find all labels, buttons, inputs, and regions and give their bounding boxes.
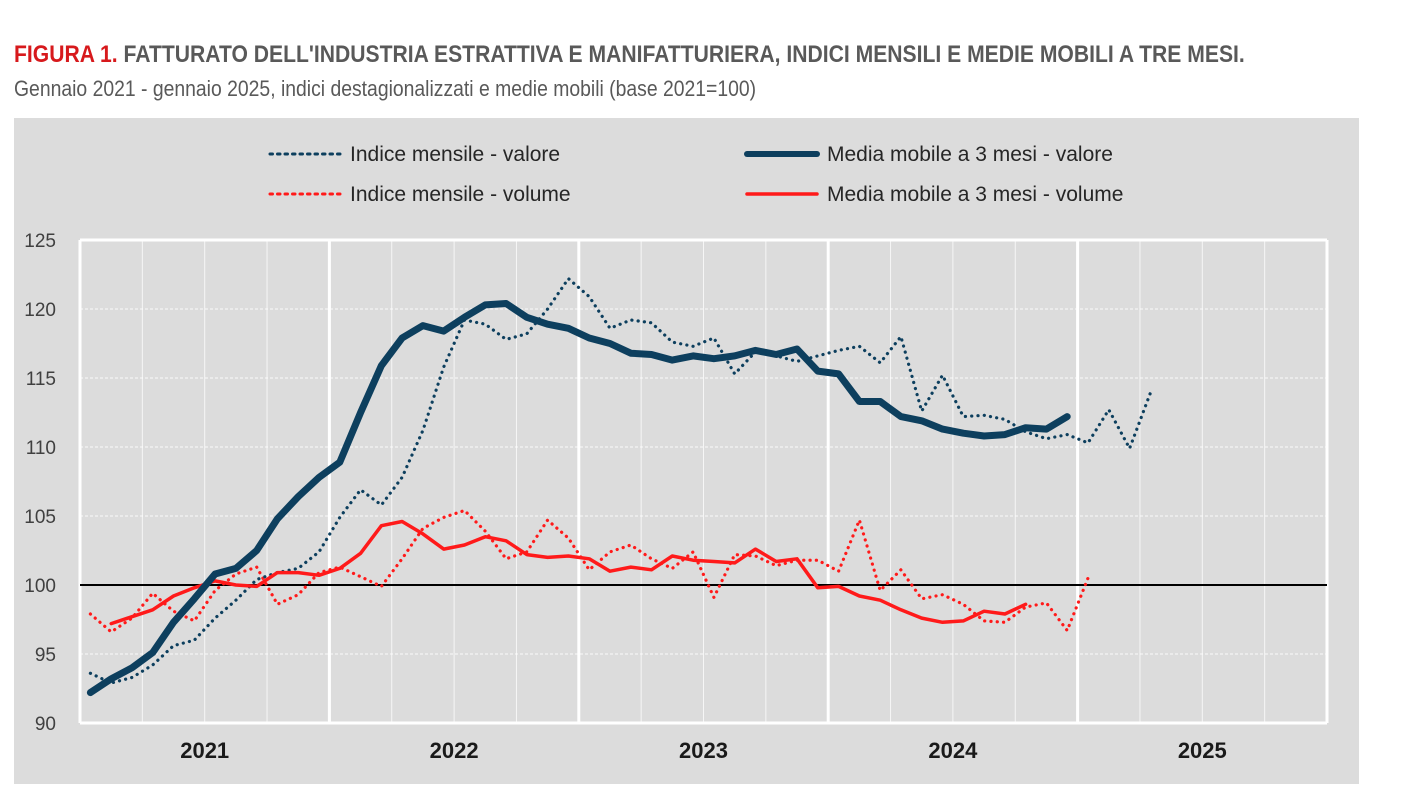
series-line-indice-mensile-volume [88,508,1090,634]
y-tick-label: 95 [35,645,56,666]
legend-label-valore-monthly: Indice mensile - valore [350,143,560,166]
legend-label-volume-monthly: Indice mensile - volume [350,183,571,206]
legend: Indice mensile - valore Media mobile a 3… [268,143,1123,206]
y-tick-label: 115 [26,369,56,390]
subtitle: Gennaio 2021 - gennaio 2025, indici dest… [14,76,757,101]
x-tick-label: 2022 [430,738,479,763]
series-line-media-mobile-a-3-mesi-volume [109,519,1028,626]
series-line-indice-mensile-valore [88,276,1152,685]
plot-area: 90 95 100 105 110 115 120 125 2021 2022 2023 2024 20… [24,231,1329,763]
x-tick-label: 2023 [679,738,728,763]
legend-label-valore-ma: Media mobile a 3 mesi - valore [827,143,1113,166]
y-tick-label: 90 [35,714,56,735]
figure-label: FIGURA 1. [14,41,118,68]
y-tick-label: 100 [24,576,56,597]
x-tick-label: 2024 [928,738,978,763]
y-tick-label: 105 [24,507,56,528]
legend-label-volume-ma: Media mobile a 3 mesi - volume [827,183,1123,206]
y-tick-label: 125 [24,231,56,252]
figure-title: FIGURA 1. FATTURATO DELL'INDUSTRIA ESTRA… [14,38,1246,106]
x-tick-label: 2021 [180,738,229,763]
y-tick-label: 120 [24,300,56,321]
chart-panel: Indice mensile - valore Media mobile a 3… [14,118,1359,784]
x-tick-label: 2025 [1178,738,1227,763]
title-main: FATTURATO DELL'INDUSTRIA ESTRATTIVA E MA… [123,41,1245,68]
chart-svg: Indice mensile - valore Media mobile a 3… [24,143,1329,763]
y-tick-label: 110 [26,438,56,459]
series-line-media-mobile-a-3-mesi-valore [86,300,1071,697]
